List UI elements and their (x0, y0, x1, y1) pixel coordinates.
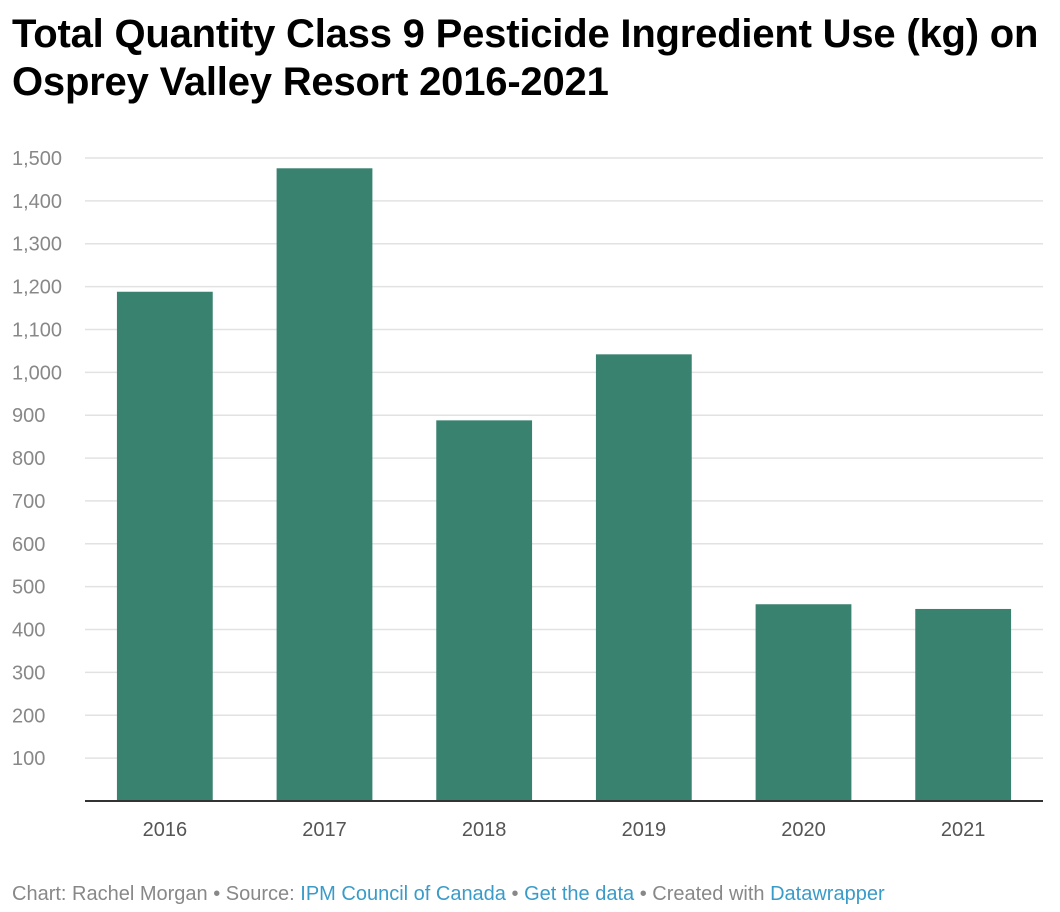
x-tick-label: 2021 (941, 819, 986, 841)
y-tick-label: 1,000 (12, 362, 62, 384)
bar (116, 291, 213, 801)
bar (595, 354, 692, 801)
footer-separator: • (505, 883, 525, 905)
bar-chart: 100 200 300 400 500 600 700 800 900 1,000 1,100 1,2… (12, 148, 1043, 841)
y-tick-label: 1,100 (12, 319, 62, 341)
footer-separator: • (207, 883, 226, 905)
y-tick-label: 700 (12, 491, 45, 513)
chart-footer: Chart: Rachel Morgan • Source: IPM Counc… (12, 880, 885, 908)
y-tick-label: 800 (12, 448, 45, 470)
bar (276, 168, 373, 802)
y-tick-label: 500 (12, 577, 45, 599)
bar (436, 420, 533, 801)
y-tick-label: 1,200 (12, 277, 62, 299)
get-data-link[interactable]: Get the data (524, 883, 635, 905)
y-tick-label: 1,500 (12, 148, 62, 170)
y-tick-label: 200 (12, 705, 45, 727)
chart-title: Total Quantity Class 9 Pesticide Ingredi… (12, 12, 1039, 104)
footer-separator: • (634, 883, 653, 905)
y-tick-label: 1,400 (12, 191, 62, 213)
source-link[interactable]: IPM Council of Canada (300, 883, 506, 905)
x-tick-label: 2017 (302, 819, 347, 841)
x-tick-label: 2016 (143, 819, 188, 841)
x-tick-label: 2019 (622, 819, 667, 841)
source-label: Source: (225, 883, 301, 905)
y-tick-label: 300 (12, 662, 45, 684)
y-tick-label: 900 (12, 405, 45, 427)
bar (915, 608, 1012, 801)
bar (755, 604, 852, 801)
y-tick-label: 1,300 (12, 234, 62, 256)
y-tick-label: 600 (12, 534, 45, 556)
x-tick-label: 2018 (462, 819, 507, 841)
created-with-label: Created with (652, 883, 771, 905)
x-tick-label: 2020 (781, 819, 826, 841)
chart-credit: Chart: Rachel Morgan (12, 883, 208, 905)
y-tick-label: 100 (12, 748, 45, 770)
datawrapper-link[interactable]: Datawrapper (770, 883, 885, 905)
y-tick-label: 400 (12, 620, 45, 642)
